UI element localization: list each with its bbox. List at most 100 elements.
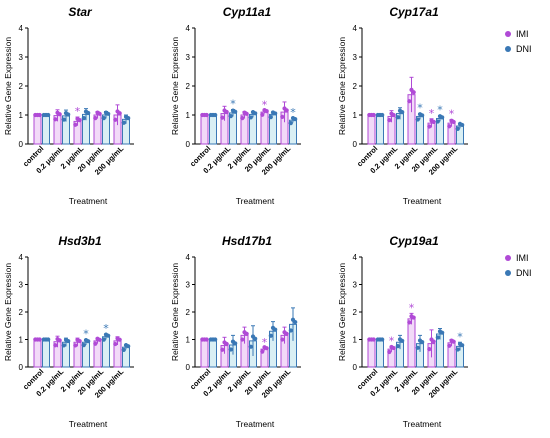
data-point [220, 347, 225, 352]
data-point [440, 330, 445, 335]
data-point [93, 341, 98, 346]
bar-dni [376, 339, 384, 368]
x-axis-label: Treatment [236, 196, 275, 206]
data-point [37, 337, 42, 342]
y-tick-label: 2 [353, 308, 358, 317]
data-point [395, 115, 400, 120]
data-point [73, 122, 78, 127]
y-tick-label: 0 [186, 140, 191, 149]
data-point [77, 118, 82, 123]
data-point [66, 112, 71, 117]
data-point [284, 331, 289, 336]
chart-title: Hsd17b1 [222, 234, 272, 248]
y-tick-label: 1 [19, 336, 24, 345]
data-point [213, 112, 218, 118]
y-tick-label: 1 [186, 111, 191, 120]
data-point [53, 117, 58, 122]
data-point [420, 113, 425, 118]
data-point [273, 111, 278, 116]
significance-marker: * [262, 336, 268, 349]
data-point [93, 116, 98, 121]
data-point [293, 117, 298, 122]
x-axis-label: Treatment [69, 419, 108, 429]
data-point [253, 336, 258, 341]
y-tick-label: 2 [19, 82, 24, 91]
legend-label: IMI [516, 253, 529, 263]
data-point [451, 339, 456, 344]
data-point [400, 338, 405, 343]
significance-marker: * [262, 99, 268, 112]
y-tick-label: 3 [353, 53, 358, 62]
data-point [411, 90, 416, 95]
data-point [121, 347, 126, 353]
data-point [53, 343, 58, 348]
data-point [455, 126, 460, 131]
data-point [284, 108, 289, 113]
data-point [420, 339, 425, 345]
x-axis-label: Treatment [69, 196, 108, 206]
data-point [280, 337, 285, 342]
data-point [407, 99, 412, 104]
data-point [288, 328, 293, 333]
data-point [57, 112, 62, 117]
y-tick-label: 4 [186, 24, 191, 33]
y-tick-label: 3 [19, 281, 24, 290]
data-point [66, 338, 71, 344]
bar-dni [42, 339, 50, 368]
chart-title: Hsd3b1 [58, 234, 102, 248]
data-point [97, 337, 102, 342]
data-point [460, 122, 465, 128]
chart-title: Cyp11a1 [223, 5, 272, 19]
chart-panel-3: Cyp17a1 0 1 2 3 4 Relative Gene Expression Trea… [337, 5, 468, 206]
data-point [380, 112, 385, 118]
data-point [113, 341, 118, 347]
data-point [411, 315, 416, 320]
significance-marker: * [449, 108, 455, 121]
data-point [273, 327, 278, 332]
data-point [447, 343, 452, 348]
bar-imi [200, 114, 209, 145]
data-point [81, 116, 86, 121]
bar-imi [33, 339, 42, 368]
data-point [264, 108, 269, 114]
data-point [387, 349, 392, 355]
data-point [228, 347, 233, 352]
data-point [37, 112, 42, 118]
chart-title: Star [68, 5, 93, 19]
data-point [121, 120, 126, 125]
y-axis-label: Relative Gene Expression [170, 263, 180, 362]
chart-panel-2: Cyp11a1 0 1 2 3 4 Relative Gene Expression Trea… [170, 5, 301, 206]
y-tick-label: 1 [19, 111, 24, 120]
data-point [113, 117, 118, 122]
data-point [371, 337, 376, 342]
y-tick-label: 4 [353, 24, 358, 33]
y-tick-label: 1 [186, 336, 191, 345]
y-axis-label: Relative Gene Expression [3, 263, 13, 362]
data-point [240, 337, 245, 342]
data-point [86, 110, 91, 116]
y-tick-label: 0 [19, 140, 24, 149]
y-tick-label: 4 [19, 24, 24, 33]
data-point [288, 120, 293, 126]
bar-imi [33, 114, 42, 145]
data-point [248, 115, 253, 120]
data-point [391, 112, 396, 118]
data-point [264, 346, 269, 351]
chart-panel-1: Star 0 1 2 3 4 Relative Gene Expression Treatme… [3, 5, 134, 206]
x-axis-label: Treatment [403, 419, 442, 429]
y-tick-label: 2 [19, 308, 24, 317]
data-point [117, 337, 122, 342]
data-point [46, 112, 51, 118]
y-tick-label: 0 [186, 363, 191, 372]
y-tick-label: 3 [186, 281, 191, 290]
data-point [57, 338, 62, 343]
bar-dni [209, 114, 217, 145]
data-point [204, 337, 209, 342]
data-point [244, 111, 249, 116]
y-axis-label: Relative Gene Expression [170, 37, 180, 136]
y-tick-label: 0 [353, 363, 358, 372]
y-axis-label: Relative Gene Expression [3, 37, 13, 136]
bar-imi [407, 318, 416, 368]
data-point [395, 344, 400, 349]
x-axis-label: Treatment [236, 419, 275, 429]
